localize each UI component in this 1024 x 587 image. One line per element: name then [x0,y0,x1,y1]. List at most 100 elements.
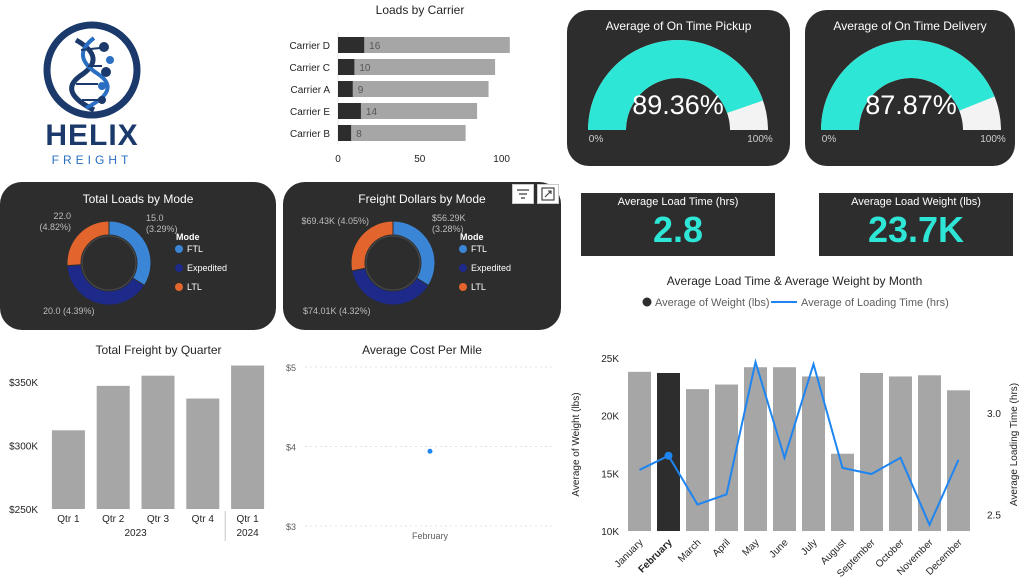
tick-label: May [740,537,761,558]
data-label: 15.0 [146,213,164,223]
expand-icon [541,187,555,201]
filter-button[interactable] [512,184,534,204]
legend-marker [175,245,183,253]
line-series [639,358,960,528]
bar [686,389,709,531]
bar-loads [338,37,365,53]
cost-chart: $5 $4 $3 February [286,363,555,541]
tick-label: $250K [9,505,38,516]
donut-slice [108,220,152,287]
kpi-card-load-weight[interactable]: Average Load Weight (lbs) 23.7K [819,193,1013,256]
legend-item: FTL [187,244,203,254]
cost-title: Average Cost Per Mile [362,343,482,357]
legend-marker [642,297,652,307]
data-label: 8 [356,129,362,140]
category-label: Carrier E [290,107,330,118]
kpi-title: Average Load Weight (lbs) [851,196,981,208]
quarter-chart: $350K $300K $250K Qtr 1 Qtr 2 Qtr 3 Qtr 4 Qtr 1… [9,365,265,541]
cost-visual[interactable]: Average Cost Per Mile $5 $4 $3 February [283,338,561,587]
tick-label: March [676,537,703,564]
gauge-card-pickup[interactable]: Average of On Time Pickup 89.36% 0% 100% [567,10,790,166]
tick-label: 50 [414,154,426,165]
donut-title: Total Loads by Mode [82,192,194,206]
donut-slice [350,220,394,272]
bar [860,372,883,531]
legend-item: Expedited [471,263,511,273]
bar-total [338,81,489,97]
bar [744,367,767,531]
y2-axis-title: Average Loading Time (hrs) [1009,383,1020,506]
bar [831,453,854,531]
gauge-max-label: 100% [747,134,773,145]
bar [141,375,175,509]
gauge-max-label: 100% [980,134,1006,145]
donut-slice [66,220,110,267]
bar-loads [338,125,352,141]
group-label: 2023 [124,528,147,539]
tick-label: 25K [601,354,619,365]
highlight-point [664,451,673,460]
donut-card-dollars[interactable]: Freight Dollars by Mode $56.29K (3.28%) $6… [283,182,561,330]
helix-logo-icon [43,21,141,119]
bar [802,376,825,531]
tick-label: Qtr 2 [102,514,125,525]
legend-title: Mode [460,232,484,242]
legend-item: FTL [471,244,487,254]
bar-loads [338,59,355,75]
gauge-fill [821,39,995,130]
expand-button[interactable] [537,184,559,204]
donut-inner [365,235,421,291]
logo: HELIX FREIGHT [36,20,148,168]
data-label: 16 [369,41,381,52]
legend-marker [459,283,467,291]
legend-item: Average of Loading Time (hrs) [801,297,949,309]
bar [773,367,796,531]
gauge-value: 87.87% [865,90,957,120]
donut-chart: $56.29K(3.28%) $69.43K (4.05%) $74.01K (4.… [301,213,511,316]
tick-label: 20K [601,412,619,423]
loads-by-carrier-visual[interactable]: Loads by Carrier Carrier D 16 Carrier C 10 C… [280,0,560,175]
kpi-value: 23.7K [867,209,965,250]
data-label: 22.0 [53,211,71,221]
gauge-title: Average of On Time Delivery [833,19,987,33]
bar [918,375,941,531]
bar [231,365,265,509]
legend-marker [175,264,183,272]
tick-label: $4 [286,443,296,453]
tick-label: 15K [601,469,619,480]
legend-title: Mode [176,232,200,242]
bar [51,430,85,509]
quarter-title: Total Freight by Quarter [95,343,222,357]
data-label: 14 [366,107,378,118]
bar [628,371,651,531]
gauge-chart: 89.36% 0% 100% [588,39,773,145]
legend-marker [459,264,467,272]
tick-label: Qtr 4 [192,514,215,525]
bar-loads [338,81,353,97]
tick-label: July [799,537,819,557]
gauge-title: Average of On Time Pickup [605,19,752,33]
bar [889,376,912,531]
donut-inner [81,235,137,291]
category-label: Carrier B [290,129,330,140]
quarter-visual[interactable]: Total Freight by Quarter $350K $300K $250K… [0,338,275,587]
combo-visual[interactable]: Average Load Time & Average Weight by Mo… [565,268,1024,587]
legend-marker [175,283,183,291]
loads-by-carrier-chart: Carrier D 16 Carrier C 10 Carrier A 9 Carrier … [289,32,510,165]
filter-icon [517,189,529,199]
gauge-card-delivery[interactable]: Average of On Time Delivery 87.87% 0% 100% [805,10,1015,166]
gauge-min-label: 0% [589,134,604,145]
tick-label: 100 [493,154,510,165]
kpi-card-load-time[interactable]: Average Load Time (hrs) 2.8 [581,193,775,256]
legend-item: LTL [187,282,202,292]
tick-label: $350K [9,378,38,389]
y-axis-title: Average of Weight (lbs) [571,392,582,496]
tick-label: Qtr 1 [57,514,80,525]
kpi-title: Average Load Time (hrs) [617,196,739,208]
tick-label: Qtr 1 [236,514,259,525]
donut-slice [392,220,436,287]
tick-label: $3 [286,522,296,532]
tick-label: $300K [9,442,38,453]
bar [715,384,738,531]
donut-card-loads[interactable]: Total Loads by Mode 15.0 (3.29%) 22.0 (4.82… [0,182,276,330]
